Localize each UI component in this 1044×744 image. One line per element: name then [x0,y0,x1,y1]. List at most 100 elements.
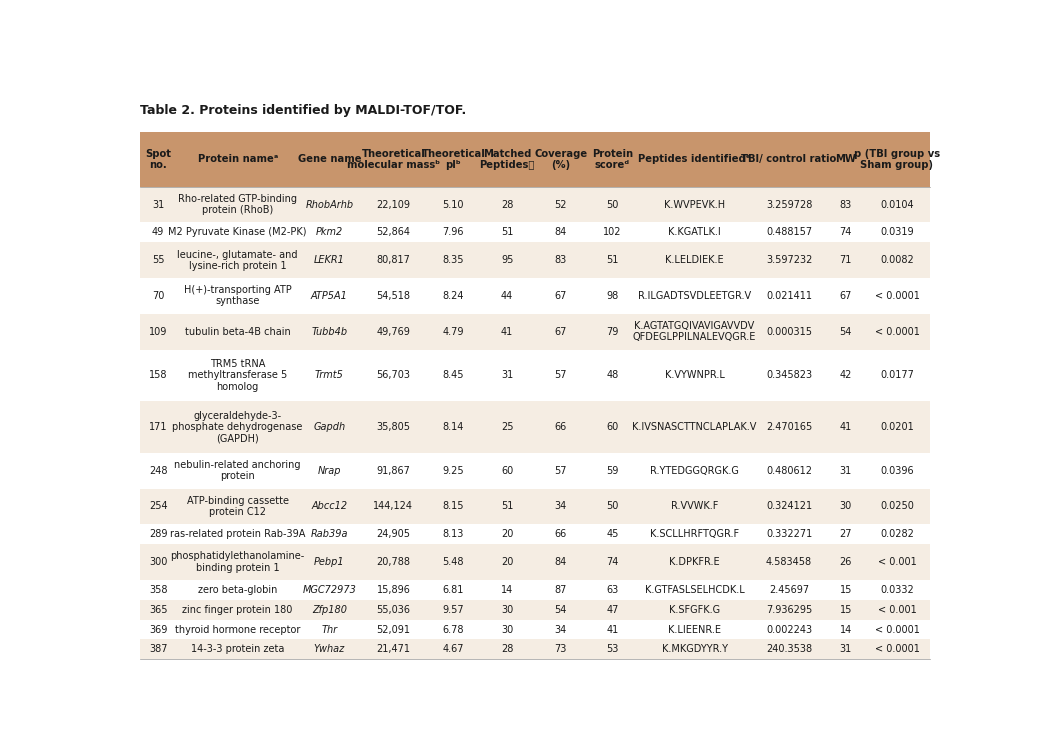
Text: 6.78: 6.78 [443,624,465,635]
Text: Gapdh: Gapdh [313,422,346,432]
Text: 3.597232: 3.597232 [766,255,812,265]
Text: 8.14: 8.14 [443,422,465,432]
Text: 60: 60 [501,466,514,475]
Text: Rab39a: Rab39a [310,529,348,539]
Text: 158: 158 [149,371,167,380]
Text: 15,896: 15,896 [377,585,410,594]
Text: 30: 30 [839,501,852,511]
Text: 31: 31 [839,644,852,655]
Text: 14: 14 [839,624,852,635]
Bar [140,132,930,187]
Text: 30: 30 [501,605,514,615]
Text: 171: 171 [149,422,167,432]
Text: 53: 53 [607,644,619,655]
Text: 365: 365 [149,605,167,615]
Text: K.SCLLHRFTQGR.F: K.SCLLHRFTQGR.F [650,529,739,539]
Text: Pkm2: Pkm2 [315,228,342,237]
Text: 42: 42 [839,371,852,380]
Text: 0.488157: 0.488157 [766,228,812,237]
Text: 27: 27 [839,529,852,539]
Text: 51: 51 [501,501,514,511]
Text: Table 2. Proteins identified by MALDI-TOF/TOF.: Table 2. Proteins identified by MALDI-TO… [140,103,467,117]
Text: 73: 73 [554,644,567,655]
Text: 55,036: 55,036 [377,605,410,615]
Text: tubulin beta-4B chain: tubulin beta-4B chain [185,327,290,336]
Text: 47: 47 [607,605,619,615]
Text: < 0.0001: < 0.0001 [875,291,920,301]
Text: leucine-, glutamate- and
lysine-rich protein 1: leucine-, glutamate- and lysine-rich pro… [177,249,298,271]
Text: zero beta-globin: zero beta-globin [198,585,278,594]
Text: 91,867: 91,867 [377,466,410,475]
Bar [140,222,930,243]
Bar [140,544,930,580]
Text: LEKR1: LEKR1 [314,255,345,265]
Text: 8.45: 8.45 [443,371,465,380]
Text: Ywhaz: Ywhaz [313,644,345,655]
Bar [140,489,930,525]
Text: R.YTEDGGQRGK.G: R.YTEDGGQRGK.G [650,466,739,475]
Text: thyroid hormone receptor: thyroid hormone receptor [175,624,301,635]
Bar [140,600,930,620]
Text: p (TBI group vs
Sham group): p (TBI group vs Sham group) [854,149,940,170]
Text: 50: 50 [607,501,619,511]
Text: 240.3538: 240.3538 [766,644,812,655]
Text: 20: 20 [501,529,514,539]
Text: K.WVPEVK.H: K.WVPEVK.H [664,199,726,210]
Text: 87: 87 [554,585,567,594]
Text: 21,471: 21,471 [377,644,410,655]
Text: H(+)-transporting ATP
synthase: H(+)-transporting ATP synthase [184,285,291,307]
Text: Rho-related GTP-binding
protein (RhoB): Rho-related GTP-binding protein (RhoB) [179,194,298,215]
Text: 30: 30 [501,624,514,635]
Text: K.MKGDYYR.Y: K.MKGDYYR.Y [662,644,728,655]
Text: 26: 26 [839,557,852,567]
Text: 8.13: 8.13 [443,529,465,539]
Text: Abcc12: Abcc12 [311,501,348,511]
Text: 84: 84 [554,557,567,567]
Text: Peptides identifiedᵉ: Peptides identifiedᵉ [638,155,751,164]
Text: 7.936295: 7.936295 [766,605,812,615]
Text: Pebp1: Pebp1 [314,557,345,567]
Text: 67: 67 [554,327,567,336]
Text: R.ILGADTSVDLEETGR.V: R.ILGADTSVDLEETGR.V [638,291,751,301]
Text: 8.15: 8.15 [443,501,465,511]
Text: 5.48: 5.48 [443,557,465,567]
Text: 8.24: 8.24 [443,291,465,301]
Text: K.GTFASLSELHCDK.L: K.GTFASLSELHCDK.L [645,585,744,594]
Text: 0.0104: 0.0104 [880,199,914,210]
Text: Coverage
(%): Coverage (%) [535,149,588,170]
Text: 15: 15 [839,585,852,594]
Text: 102: 102 [603,228,622,237]
Text: 60: 60 [607,422,619,432]
Text: 66: 66 [554,422,567,432]
Text: 25: 25 [501,422,514,432]
Text: 51: 51 [607,255,619,265]
Bar [140,639,930,659]
Bar [140,453,930,489]
Text: 0.0250: 0.0250 [880,501,914,511]
Bar [140,620,930,639]
Text: 28: 28 [501,644,514,655]
Text: 84: 84 [554,228,567,237]
Text: TRM5 tRNA
methyltransferase 5
homolog: TRM5 tRNA methyltransferase 5 homolog [188,359,287,391]
Text: 0.0396: 0.0396 [880,466,914,475]
Text: 7.96: 7.96 [443,228,465,237]
Text: 59: 59 [607,466,619,475]
Text: Theoretical
pIᵇ: Theoretical pIᵇ [422,149,485,170]
Text: 31: 31 [501,371,514,380]
Text: 45: 45 [607,529,619,539]
Text: 31: 31 [839,466,852,475]
Bar [140,314,930,350]
Text: 79: 79 [607,327,619,336]
Text: 0.345823: 0.345823 [766,371,812,380]
Bar [140,580,930,600]
Text: 57: 57 [554,371,567,380]
Text: 51: 51 [501,228,514,237]
Text: 31: 31 [152,199,164,210]
Text: Nrap: Nrap [317,466,341,475]
Text: 71: 71 [839,255,852,265]
Text: 2.45697: 2.45697 [769,585,809,594]
Text: 98: 98 [607,291,619,301]
Text: 0.324121: 0.324121 [766,501,812,511]
Text: 4.583458: 4.583458 [766,557,812,567]
Text: 56,703: 56,703 [377,371,410,380]
